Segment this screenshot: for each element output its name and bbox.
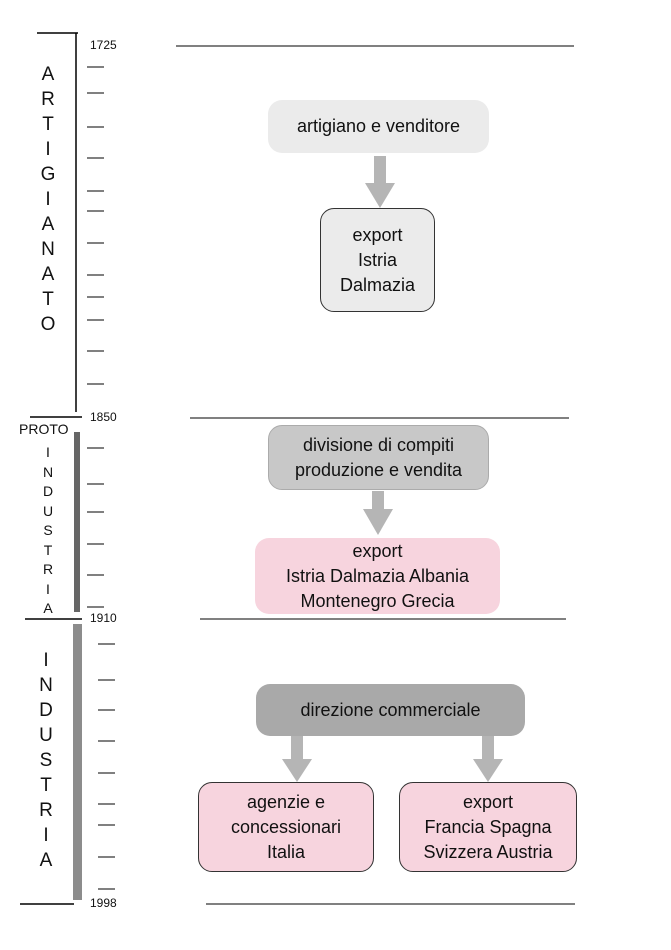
timeline-bar-industria [73, 624, 82, 900]
year-label-1850: 1850 [90, 410, 117, 424]
node-text: Istria [357, 249, 397, 270]
node-text: agenzie e [246, 791, 326, 812]
node-divisione: divisione di compiti produzione e vendit… [268, 425, 489, 490]
node-text: Dalmazia [339, 274, 416, 295]
arrow-divisione-to-export [363, 491, 393, 535]
arrow-direzione-to-export [473, 736, 503, 782]
node-export-2: export Istria Dalmazia Albania Montenegr… [255, 538, 500, 614]
letter: A [43, 600, 53, 616]
letter: I [43, 650, 49, 671]
year-label-1998: 1998 [90, 896, 117, 910]
node-text: export [462, 791, 514, 812]
letter: A [41, 214, 55, 235]
letter: D [42, 483, 54, 499]
node-artigiano: artigiano e venditore [268, 100, 489, 153]
letter: A [41, 64, 55, 85]
letter: N [39, 675, 53, 696]
period-label-industria: I N D U S T R I A [36, 648, 56, 873]
letter: I [45, 139, 51, 160]
letter: R [42, 561, 54, 577]
letter: T [43, 541, 53, 558]
ticks-artigianato [87, 66, 104, 385]
node-agenzie: agenzie e concessionari Italia [198, 782, 374, 872]
node-text: Montenegro Grecia [300, 590, 455, 611]
letter: R [41, 89, 55, 110]
year-label-1725: 1725 [90, 38, 117, 52]
period-prefix-proto: PROTO [19, 421, 69, 437]
timeline-bar-protoindustria [74, 432, 80, 612]
letter: S [43, 522, 53, 538]
node-text: Svizzera Austria [423, 841, 553, 862]
letter: I [46, 580, 50, 597]
node-text: divisione di compiti [302, 434, 455, 455]
letter: U [42, 502, 54, 519]
node-text: export [352, 224, 403, 245]
year-label-1910: 1910 [90, 611, 117, 625]
node-export-3: export Francia Spagna Svizzera Austria [399, 782, 577, 872]
node-direzione: direzione commerciale [256, 684, 525, 736]
node-text: artigiano e venditore [296, 116, 461, 136]
ticks-industria [98, 643, 115, 890]
period-label-artigianato: A R T I G I A N A T O [38, 62, 58, 337]
arrow-artigiano-to-export [365, 156, 395, 208]
node-text: export [352, 540, 403, 561]
letter: T [40, 775, 52, 796]
letter: N [41, 239, 55, 260]
letter: R [39, 800, 53, 821]
letter: D [39, 700, 53, 721]
node-text: concessionari [230, 816, 342, 837]
node-text: Italia [266, 841, 306, 862]
letter: A [39, 850, 53, 871]
letter: O [40, 314, 56, 335]
node-text: direzione commerciale [300, 699, 481, 720]
node-export-1: export Istria Dalmazia [320, 208, 435, 312]
letter: A [41, 264, 55, 285]
arrow-direzione-to-agenzie [282, 734, 312, 782]
letter: U [39, 725, 53, 746]
letter: S [39, 750, 53, 771]
node-text: Istria Dalmazia Albania [285, 565, 470, 586]
ticks-protoindustria [87, 447, 104, 608]
letter: T [42, 114, 54, 135]
letter: N [42, 463, 54, 480]
letter: I [45, 189, 51, 210]
letter: I [43, 825, 49, 846]
arrows [282, 156, 503, 782]
node-text: Francia Spagna [424, 816, 552, 837]
node-text: produzione e vendita [294, 459, 463, 480]
letter: I [46, 444, 50, 460]
letter: T [42, 289, 54, 310]
period-label-protoindustria: I N D U S T R I A [38, 443, 58, 619]
letter: G [40, 164, 56, 185]
